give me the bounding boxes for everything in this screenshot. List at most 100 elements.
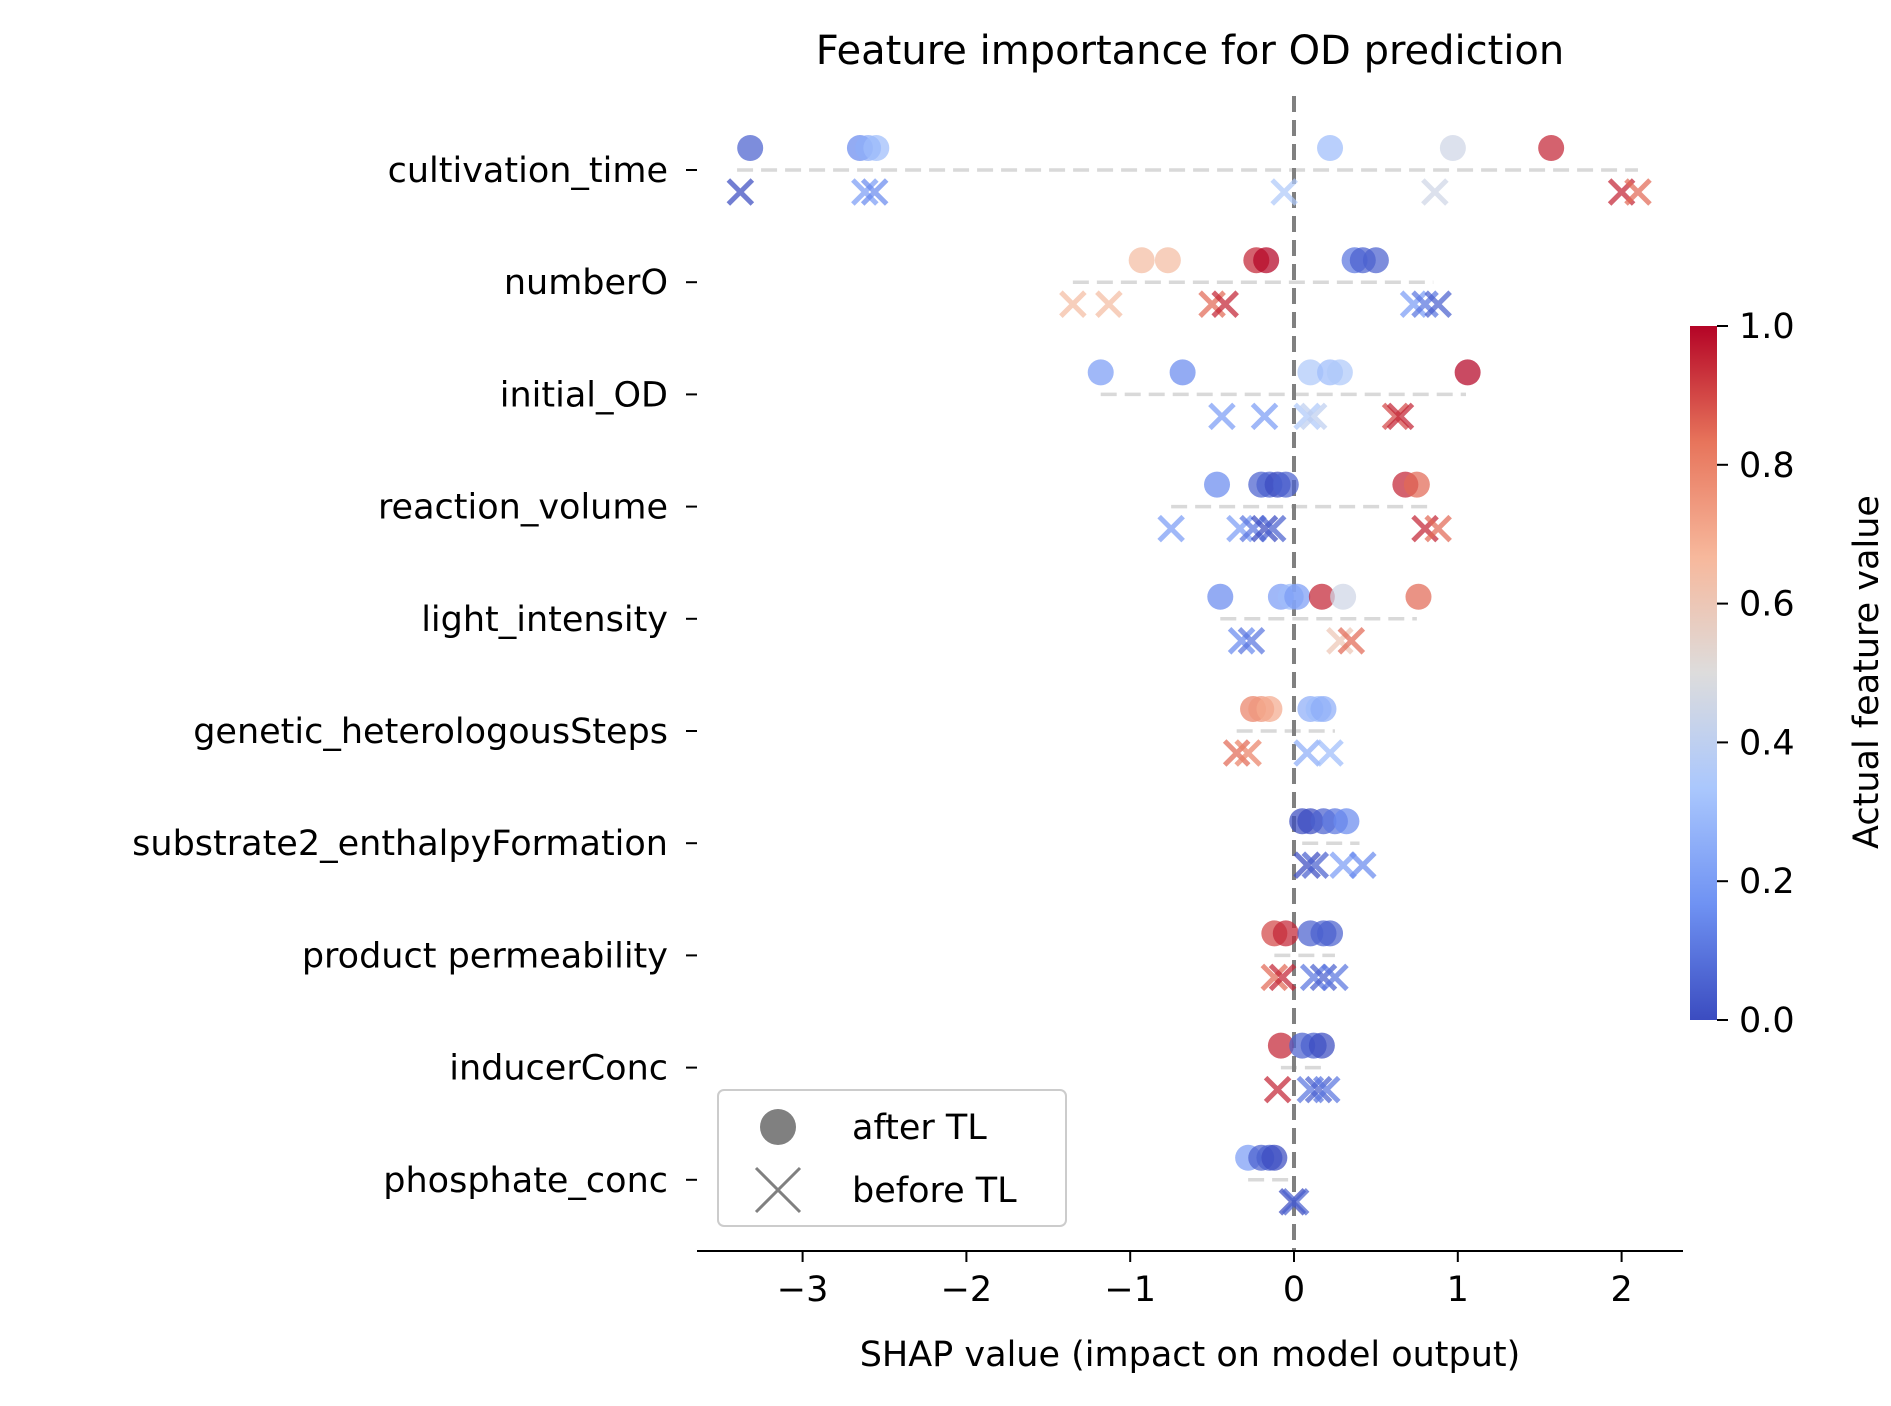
colorbar-tick-label: 0.4	[1739, 723, 1795, 763]
y-tick-label: genetic_heterologousSteps	[193, 712, 668, 752]
x-tick-label: −3	[777, 1270, 829, 1310]
legend-frame	[717, 1089, 1067, 1227]
point-before-tl	[1304, 1075, 1333, 1104]
data-points	[726, 135, 1652, 1216]
point-before-tl	[1226, 514, 1254, 543]
point-after-tl	[1317, 135, 1344, 161]
y-tick-label: numberO	[504, 263, 668, 303]
point-before-tl	[1250, 402, 1279, 431]
point-after-tl	[737, 135, 764, 161]
point-after-tl	[1169, 359, 1196, 386]
colorbar-label: Actual feature value	[1847, 495, 1887, 849]
point-after-tl	[1308, 1032, 1335, 1059]
legend-label-before-tl: before TL	[852, 1171, 1017, 1211]
point-before-tl	[851, 178, 879, 206]
point-before-tl	[1263, 1075, 1292, 1104]
point-after-tl	[1326, 359, 1353, 386]
y-tick-label: reaction_volume	[378, 488, 668, 528]
point-before-tl	[1329, 851, 1357, 879]
point-before-tl	[1222, 739, 1251, 767]
point-before-tl	[1270, 178, 1298, 206]
point-before-tl	[1349, 851, 1377, 879]
point-before-tl	[1624, 178, 1652, 206]
point-before-tl	[1157, 514, 1185, 543]
y-tick-label: cultivation_time	[388, 151, 668, 191]
point-before-tl	[1293, 851, 1321, 879]
point-before-tl	[1258, 514, 1287, 543]
legend-circle-icon	[760, 1109, 796, 1145]
point-after-tl	[1207, 583, 1234, 610]
point-before-tl	[726, 178, 755, 206]
colorbar-tick-label: 0.8	[1739, 446, 1795, 486]
colorbar-ticks: 0.0 0.2 0.4 0.6 0.8 1.0	[1717, 307, 1795, 1041]
x-tick-label: 0	[1283, 1270, 1305, 1310]
point-after-tl	[1362, 247, 1389, 274]
colorbar-tick-label: 0.2	[1739, 862, 1795, 902]
legend: after TL before TL	[717, 1089, 1067, 1227]
point-before-tl	[1234, 739, 1262, 767]
point-before-tl	[1095, 290, 1123, 318]
x-tick-label: 2	[1610, 1270, 1632, 1310]
y-tick-label: initial_OD	[500, 375, 668, 415]
point-before-tl	[1386, 402, 1415, 431]
point-after-tl	[1439, 135, 1466, 161]
point-before-tl	[1198, 290, 1226, 318]
point-after-tl	[863, 135, 890, 161]
point-before-tl	[1316, 739, 1344, 767]
point-before-tl	[1299, 963, 1328, 992]
point-before-tl	[1421, 178, 1449, 206]
point-before-tl	[1239, 514, 1267, 543]
chart-title: Feature importance for OD prediction	[816, 28, 1565, 74]
point-after-tl	[1317, 920, 1344, 947]
point-before-tl	[1059, 290, 1087, 318]
point-before-tl	[1381, 402, 1410, 431]
point-before-tl	[1299, 402, 1328, 431]
point-after-tl	[1333, 808, 1360, 835]
point-before-tl	[1293, 402, 1321, 431]
colorbar-tick-label: 0.0	[1739, 1001, 1795, 1041]
point-after-tl	[1272, 471, 1299, 498]
point-before-tl	[1281, 1188, 1310, 1216]
x-tick-label: 1	[1447, 1270, 1469, 1310]
point-before-tl	[1211, 290, 1239, 318]
point-after-tl	[1087, 359, 1114, 386]
point-before-tl	[1301, 851, 1330, 879]
point-before-tl	[1250, 514, 1279, 543]
point-after-tl	[1272, 920, 1299, 947]
x-axis-label: SHAP value (impact on model output)	[860, 1335, 1521, 1375]
colorbar-tick-label: 1.0	[1739, 307, 1795, 347]
colorbar: 0.0 0.2 0.4 0.6 0.8 1.0 Actual feature value	[1690, 307, 1887, 1041]
point-before-tl	[1237, 627, 1266, 655]
point-after-tl	[1284, 583, 1311, 610]
point-before-tl	[1309, 963, 1338, 992]
y-tick-label: substrate2_enthalpyFormation	[132, 824, 668, 864]
point-before-tl	[1293, 739, 1321, 767]
point-before-tl	[1424, 290, 1452, 318]
point-after-tl	[1128, 247, 1155, 274]
point-before-tl	[860, 178, 889, 206]
y-tick-label: phosphate_conc	[383, 1161, 668, 1201]
point-after-tl	[1330, 583, 1357, 610]
point-after-tl	[1204, 471, 1231, 498]
x-tick-label: −2	[941, 1270, 993, 1310]
point-before-tl	[1399, 290, 1428, 318]
point-after-tl	[1297, 359, 1324, 386]
point-after-tl	[1256, 696, 1283, 722]
point-before-tl	[1424, 514, 1452, 543]
point-before-tl	[1326, 627, 1354, 655]
y-tick-label: inducerConc	[449, 1049, 668, 1089]
feature-range-lines	[737, 168, 1638, 1182]
point-after-tl	[1253, 247, 1280, 274]
point-before-tl	[1260, 963, 1289, 992]
legend-label-after-tl: after TL	[852, 1108, 987, 1148]
point-before-tl	[1227, 627, 1256, 655]
point-before-tl	[1337, 627, 1366, 655]
y-tick-label: light_intensity	[421, 600, 668, 640]
point-after-tl	[1261, 1144, 1288, 1171]
point-before-tl	[1268, 963, 1297, 992]
point-after-tl	[1538, 135, 1565, 161]
y-tick-label: product permeability	[302, 936, 668, 976]
point-before-tl	[1312, 1075, 1341, 1104]
legend-x-icon	[754, 1166, 802, 1214]
